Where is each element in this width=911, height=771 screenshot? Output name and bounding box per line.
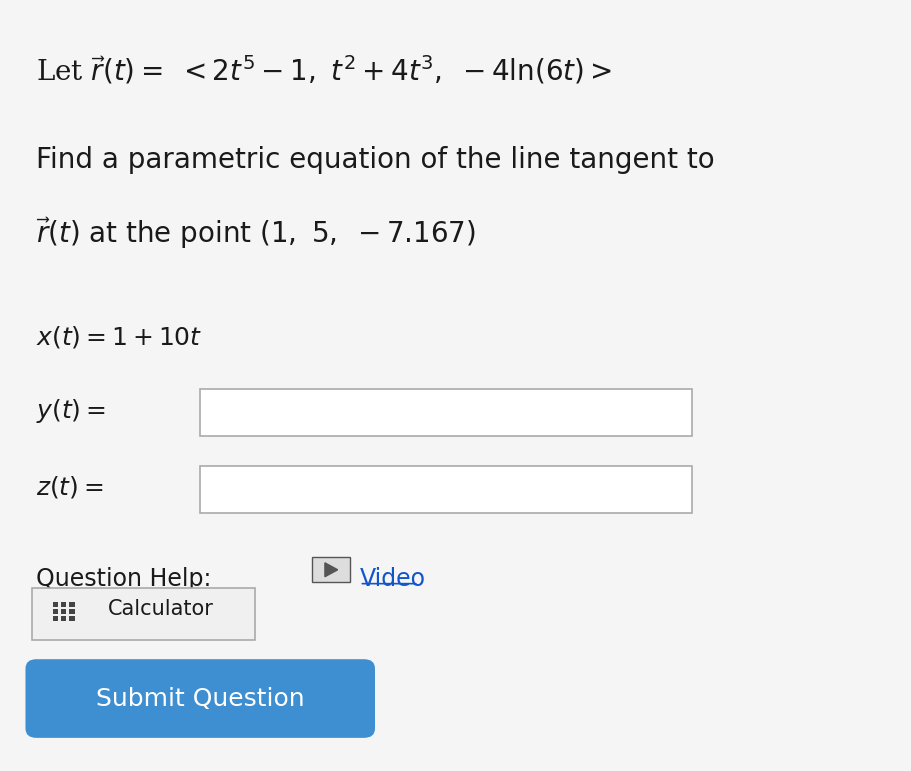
FancyBboxPatch shape <box>200 389 691 436</box>
FancyBboxPatch shape <box>61 609 67 614</box>
FancyBboxPatch shape <box>53 616 58 621</box>
Text: Submit Question: Submit Question <box>96 686 304 711</box>
Polygon shape <box>325 563 338 577</box>
Text: Find a parametric equation of the line tangent to: Find a parametric equation of the line t… <box>36 146 715 174</box>
FancyBboxPatch shape <box>200 466 691 513</box>
Text: $x(t) = 1 + 10t$: $x(t) = 1 + 10t$ <box>36 324 203 350</box>
Text: $y(t) =$: $y(t) =$ <box>36 397 107 425</box>
FancyBboxPatch shape <box>53 602 58 607</box>
FancyBboxPatch shape <box>69 602 75 607</box>
Text: Let $\vec{r}(t) = \ < 2t^5 - 1,\ t^2 + 4t^3,\ -4\ln(6t) >$: Let $\vec{r}(t) = \ < 2t^5 - 1,\ t^2 + 4… <box>36 54 612 87</box>
Text: Video: Video <box>360 567 425 591</box>
Text: $\vec{r}(t)$ at the point $(1,\ 5,\ -7.167)$: $\vec{r}(t)$ at the point $(1,\ 5,\ -7.1… <box>36 216 476 251</box>
FancyBboxPatch shape <box>26 659 375 738</box>
FancyBboxPatch shape <box>53 609 58 614</box>
Text: Question Help:: Question Help: <box>36 567 211 591</box>
FancyBboxPatch shape <box>312 557 351 582</box>
FancyBboxPatch shape <box>61 602 67 607</box>
Text: Calculator: Calculator <box>107 599 213 619</box>
Text: $z(t) =$: $z(t) =$ <box>36 474 104 500</box>
FancyBboxPatch shape <box>69 616 75 621</box>
FancyBboxPatch shape <box>32 588 255 640</box>
FancyBboxPatch shape <box>69 609 75 614</box>
FancyBboxPatch shape <box>61 616 67 621</box>
